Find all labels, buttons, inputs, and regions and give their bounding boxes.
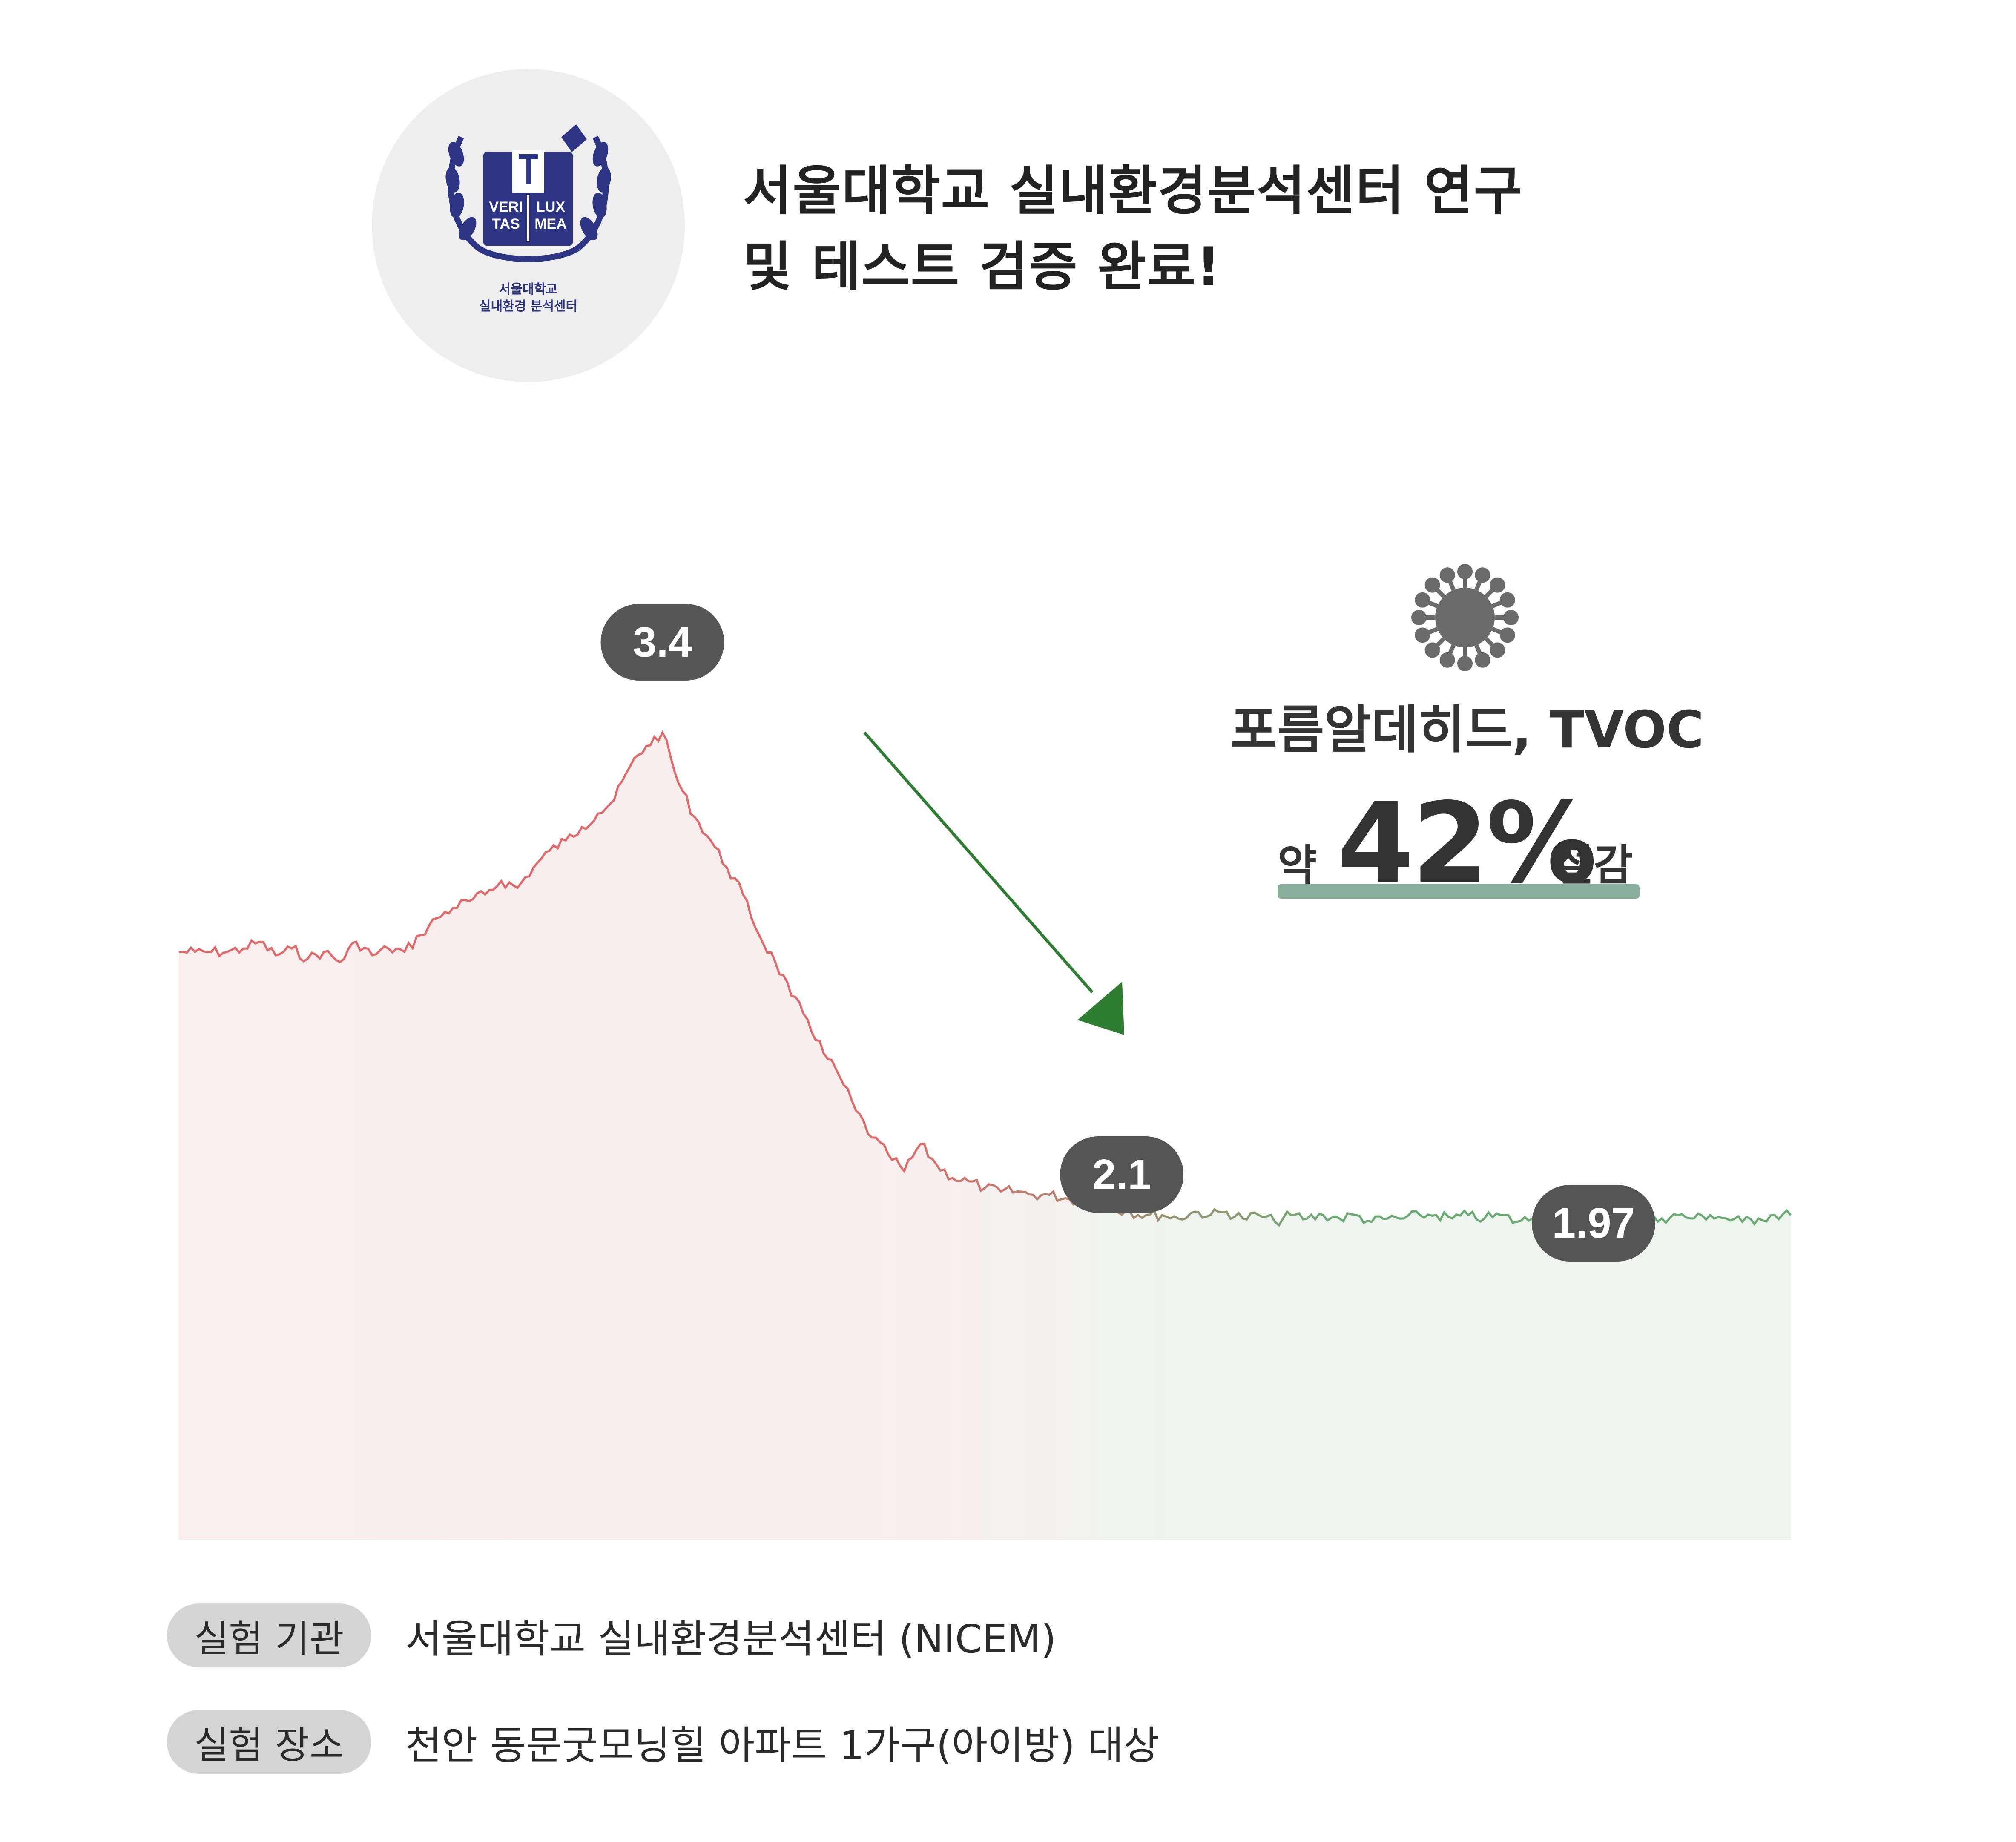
value-badge: 3.4 — [600, 604, 724, 681]
value-badge-label: 2.1 — [1092, 1151, 1152, 1198]
virus-icon — [1411, 564, 1519, 671]
info-row-institution: 실험 기관 서울대학교 실내환경분석센터 (NICEM) — [167, 1601, 1056, 1670]
info-row-location: 실험 장소 천안 동문굿모닝힐 아파트 1가구(아이방) 대상 — [167, 1708, 1160, 1776]
logo-caption-line2: 실내환경 분석센터 — [479, 299, 578, 314]
trend-arrow — [863, 731, 1124, 1035]
value-badge: 1.97 — [1531, 1185, 1655, 1262]
headline: 서울대학교 실내환경분석센터 연구 및 테스트 검증 완료! — [743, 153, 1523, 305]
reduction-prefix: 약 — [1278, 840, 1317, 890]
value-badge-label: 3.4 — [633, 618, 692, 666]
university-emblem-icon: VERI TAS LUX MEA — [445, 124, 611, 262]
motto-lux: LUX — [536, 199, 565, 215]
chart-area-fill — [179, 733, 1791, 1540]
chart-series-line — [178, 730, 1792, 1227]
highlight-underline — [1278, 884, 1640, 899]
info-value-location: 천안 동문굿모닝힐 아파트 1가구(아이방) 대상 — [405, 1722, 1160, 1768]
reduction-suffix: 절감 — [1554, 840, 1633, 890]
motto-mea: MEA — [534, 216, 567, 232]
university-logo-badge: VERI TAS LUX MEA 서울대학교 실내환경 분석센터 — [372, 69, 685, 382]
motto-tas: TAS — [492, 216, 520, 232]
value-badge-bg — [1060, 1136, 1184, 1213]
reduction-callout: 약 42% 절감 — [1235, 779, 1703, 908]
info-value-institution: 서울대학교 실내환경분석센터 (NICEM) — [405, 1616, 1057, 1662]
reduction-percent: 42% — [1337, 779, 1597, 908]
value-badge-bg — [600, 604, 724, 681]
logo-caption-line1: 서울대학교 — [499, 282, 558, 297]
pollutants-label: 포름알데히드, TVOC — [1230, 701, 1704, 760]
value-badge: 2.1 — [1060, 1136, 1184, 1213]
motto-veri: VERI — [489, 199, 523, 215]
value-badge-label: 1.97 — [1552, 1199, 1635, 1247]
headline-line1: 서울대학교 실내환경분석센터 연구 — [743, 161, 1523, 222]
info-label-location: 실험 장소 — [167, 1710, 371, 1774]
headline-line2: 및 테스트 검증 완료! — [743, 236, 1221, 298]
value-badge-bg — [1531, 1185, 1655, 1262]
info-label-institution: 실험 기관 — [167, 1603, 371, 1667]
